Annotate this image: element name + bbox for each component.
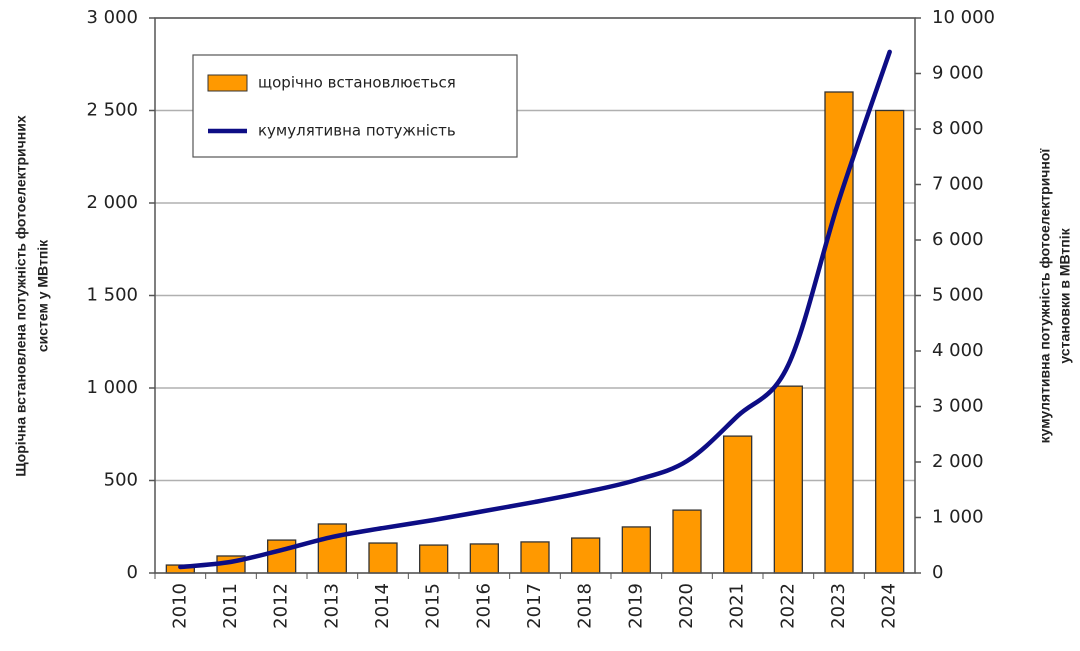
bar <box>469 543 499 574</box>
y2-tick-label: 9 000 <box>932 63 984 84</box>
x-tick-label: 2015 <box>423 583 444 629</box>
x-tick-label: 2016 <box>473 583 494 629</box>
x-tick-label: 2019 <box>625 583 646 629</box>
bar <box>621 526 651 574</box>
y-tick-label: 2 000 <box>86 192 138 213</box>
y2-tick-label: 7 000 <box>932 174 984 195</box>
y2-axis-title: кумулятивна потужність фотоелектричної <box>1037 148 1053 444</box>
y-axis-title: систем у МВтпік <box>35 239 51 352</box>
y2-tick-label: 5 000 <box>932 285 984 306</box>
bar <box>773 385 803 574</box>
y2-tick-label: 4 000 <box>932 340 984 361</box>
y-tick-label: 0 <box>127 562 138 583</box>
y-tick-label: 500 <box>104 470 138 491</box>
y2-tick-label: 10 000 <box>932 7 995 28</box>
bar <box>723 435 753 574</box>
y2-tick-label: 8 000 <box>932 118 984 139</box>
bar <box>368 542 398 574</box>
y2-tick-label: 0 <box>932 562 943 583</box>
bar <box>571 537 601 574</box>
x-tick-label: 2013 <box>321 583 342 629</box>
bar <box>520 541 550 574</box>
x-tick-label: 2011 <box>220 583 241 629</box>
y2-tick-label: 6 000 <box>932 229 984 250</box>
x-tick-label: 2024 <box>879 583 900 629</box>
y-tick-label: 3 000 <box>86 7 138 28</box>
y-tick-label: 1 000 <box>86 377 138 398</box>
bar <box>267 539 297 574</box>
x-tick-label: 2014 <box>372 583 393 629</box>
bar <box>317 523 347 574</box>
legend-box <box>192 54 518 158</box>
y2-axis-title: установки в МВтпік <box>1057 227 1073 363</box>
x-tick-label: 2022 <box>777 583 798 629</box>
x-tick-label: 2020 <box>676 583 697 629</box>
x-tick-label: 2012 <box>271 583 292 629</box>
y-axis-title: Щорічна встановлена потужність фотоелект… <box>13 115 29 476</box>
y-tick-label: 2 500 <box>86 100 138 121</box>
legend-label: щорічно встановлюється <box>258 74 456 92</box>
legend-swatch <box>207 74 248 92</box>
legend-label: кумулятивна потужність <box>258 122 456 140</box>
y2-tick-label: 1 000 <box>932 507 984 528</box>
x-tick-label: 2023 <box>828 583 849 629</box>
bar <box>672 509 702 574</box>
y-tick-label: 1 500 <box>86 285 138 306</box>
x-tick-label: 2010 <box>169 583 190 629</box>
y2-tick-label: 3 000 <box>932 396 984 417</box>
bar <box>419 544 449 574</box>
y2-tick-label: 2 000 <box>932 451 984 472</box>
x-tick-label: 2021 <box>727 583 748 629</box>
line <box>178 49 892 570</box>
plot-frame <box>154 17 916 574</box>
x-tick-label: 2017 <box>524 583 545 629</box>
bar <box>875 109 905 574</box>
x-tick-label: 2018 <box>575 583 596 629</box>
